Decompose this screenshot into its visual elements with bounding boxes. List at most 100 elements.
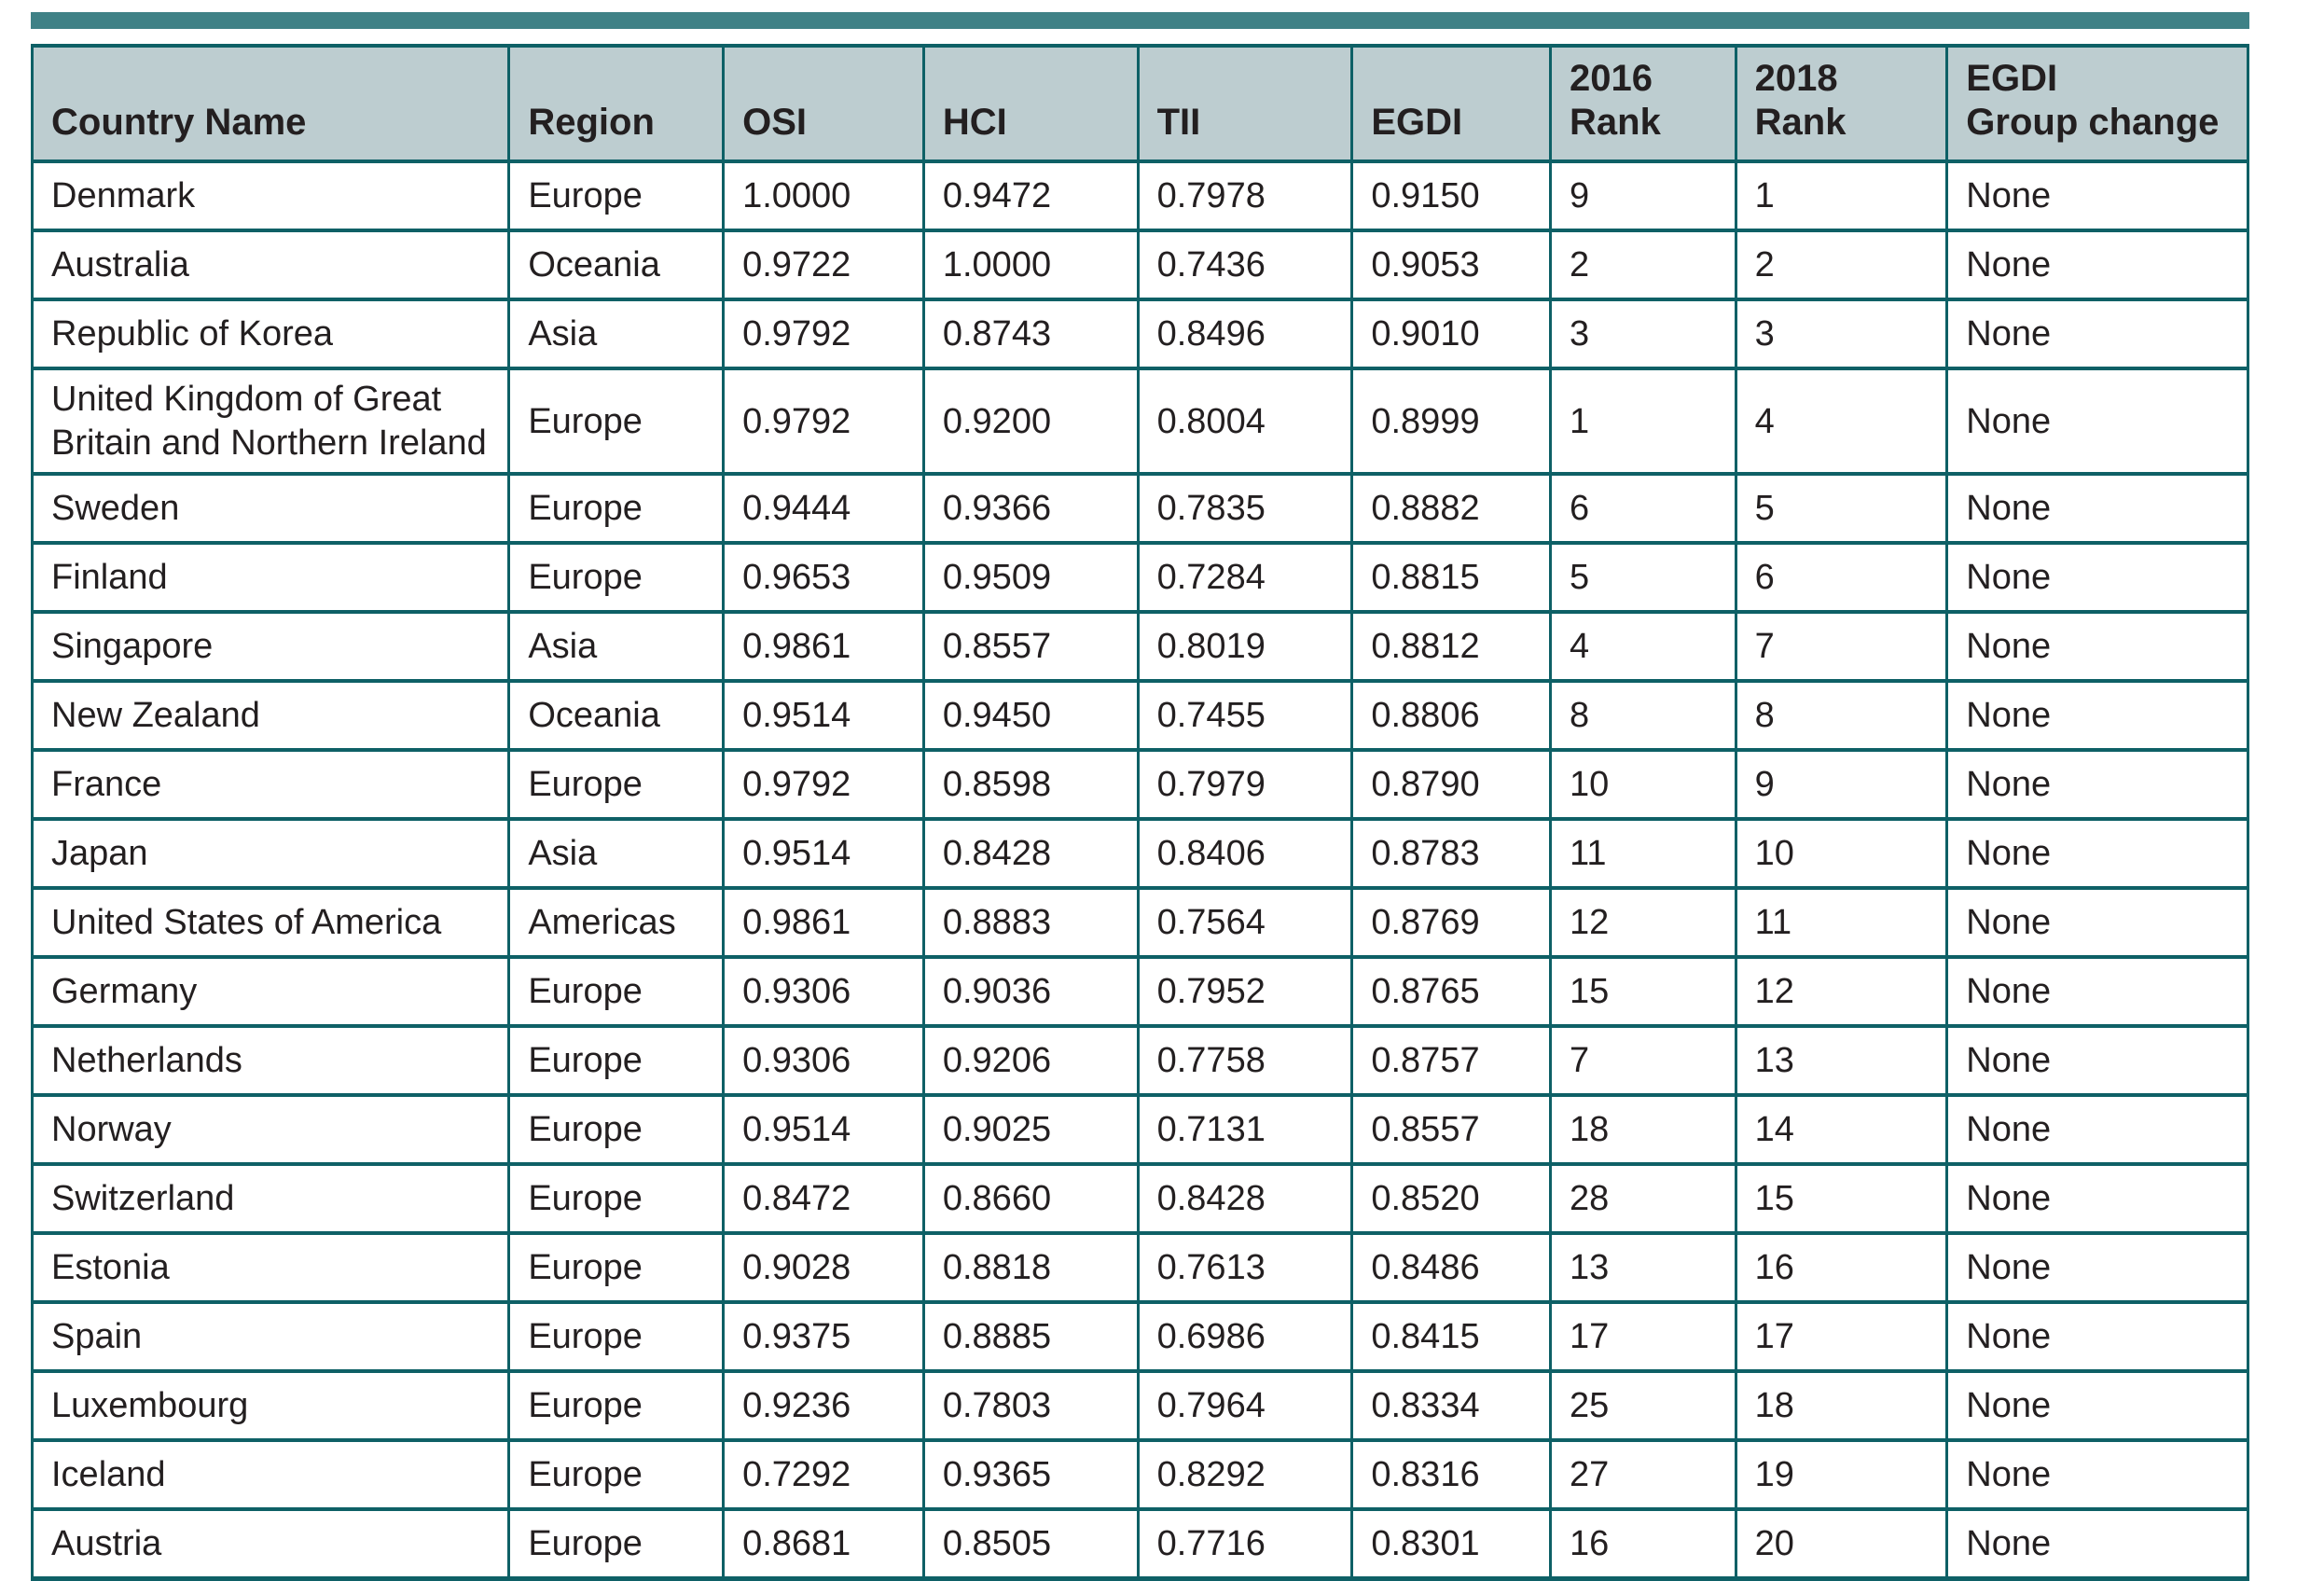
cell-hci: 0.9472 (921, 159, 1140, 233)
cell-rank2016: 12 (1549, 886, 1737, 960)
cell-rank2016: 3 (1549, 298, 1737, 371)
table-row: Singapore Asia 0.9861 0.8557 0.8019 0.8812 4 7 N… (30, 610, 2249, 684)
cell-egdi: 0.9150 (1350, 159, 1552, 233)
cell-region: Europe (507, 955, 726, 1029)
cell-tii: 0.8019 (1136, 610, 1354, 684)
cell-change: None (1945, 1024, 2249, 1098)
cell-rank2018: 5 (1734, 472, 1949, 546)
cell-rank2016: 4 (1549, 610, 1737, 684)
cell-rank2018: 17 (1734, 1300, 1949, 1374)
cell-change: None (1945, 229, 2249, 302)
column-header-hci: HCI (921, 43, 1140, 164)
cell-country: Japan (30, 817, 511, 891)
cell-tii: 0.8428 (1136, 1162, 1354, 1236)
table-row: Spain Europe 0.9375 0.8885 0.6986 0.8415 17 17 N… (30, 1300, 2249, 1374)
cell-tii: 0.7284 (1136, 541, 1354, 615)
table-row: New Zealand Oceania 0.9514 0.9450 0.7455 0.88… (30, 679, 2249, 753)
cell-osi: 0.9514 (722, 817, 925, 891)
cell-country: Spain (30, 1300, 511, 1374)
cell-egdi: 0.8486 (1350, 1231, 1552, 1305)
cell-rank2018: 13 (1734, 1024, 1949, 1098)
cell-rank2016: 17 (1549, 1300, 1737, 1374)
cell-tii: 0.7716 (1136, 1507, 1354, 1581)
cell-tii: 0.7964 (1136, 1369, 1354, 1443)
cell-rank2018: 12 (1734, 955, 1949, 1029)
cell-rank2016: 11 (1549, 817, 1737, 891)
cell-hci: 0.8598 (921, 748, 1140, 822)
cell-rank2018: 6 (1734, 541, 1949, 615)
cell-osi: 0.7292 (722, 1438, 925, 1512)
column-header-region: Region (507, 43, 726, 164)
cell-country: Luxembourg (30, 1369, 511, 1443)
cell-rank2018: 9 (1734, 748, 1949, 822)
cell-change: None (1945, 1438, 2249, 1512)
cell-egdi: 0.8812 (1350, 610, 1552, 684)
cell-country: Norway (30, 1093, 511, 1167)
cell-osi: 0.9792 (722, 367, 925, 477)
cell-change: None (1945, 817, 2249, 891)
cell-tii: 0.8496 (1136, 298, 1354, 371)
cell-rank2018: 18 (1734, 1369, 1949, 1443)
cell-country: United States of America (30, 886, 511, 960)
cell-rank2018: 19 (1734, 1438, 1949, 1512)
cell-country: Republic of Korea (30, 298, 511, 371)
cell-change: None (1945, 1162, 2249, 1236)
cell-rank2016: 8 (1549, 679, 1737, 753)
cell-hci: 0.9509 (921, 541, 1140, 615)
cell-country: United Kingdom of Great Britain and Nort… (30, 367, 511, 477)
cell-osi: 0.9444 (722, 472, 925, 546)
cell-tii: 0.8004 (1136, 367, 1354, 477)
cell-change: None (1945, 541, 2249, 615)
cell-region: Europe (507, 1024, 726, 1098)
cell-region: Asia (507, 610, 726, 684)
cell-egdi: 0.8757 (1350, 1024, 1552, 1098)
cell-country: Singapore (30, 610, 511, 684)
cell-region: Oceania (507, 679, 726, 753)
column-header-egdi: EGDI (1350, 43, 1552, 164)
cell-region: Oceania (507, 229, 726, 302)
cell-tii: 0.7979 (1136, 748, 1354, 822)
cell-change: None (1945, 886, 2249, 960)
cell-country: Finland (30, 541, 511, 615)
cell-hci: 0.8883 (921, 886, 1140, 960)
cell-rank2018: 16 (1734, 1231, 1949, 1305)
cell-region: Europe (507, 472, 726, 546)
cell-rank2016: 27 (1549, 1438, 1737, 1512)
cell-tii: 0.7455 (1136, 679, 1354, 753)
cell-hci: 0.9365 (921, 1438, 1140, 1512)
cell-change: None (1945, 159, 2249, 233)
cell-hci: 1.0000 (921, 229, 1140, 302)
cell-egdi: 0.8557 (1350, 1093, 1552, 1167)
table-body: Denmark Europe 1.0000 0.9472 0.7978 0.9150 9 1 N… (30, 159, 2249, 1581)
cell-region: Europe (507, 1438, 726, 1512)
cell-egdi: 0.8999 (1350, 367, 1552, 477)
cell-osi: 0.9861 (722, 886, 925, 960)
cell-change: None (1945, 1507, 2249, 1581)
cell-osi: 1.0000 (722, 159, 925, 233)
cell-rank2018: 2 (1734, 229, 1949, 302)
table-row: Japan Asia 0.9514 0.8428 0.8406 0.8783 11 10 Non… (30, 817, 2249, 891)
table-row: Republic of Korea Asia 0.9792 0.8743 0.8496 0… (30, 298, 2249, 371)
cell-region: Europe (507, 1507, 726, 1581)
cell-hci: 0.9450 (921, 679, 1140, 753)
cell-change: None (1945, 610, 2249, 684)
cell-rank2018: 15 (1734, 1162, 1949, 1236)
cell-tii: 0.7131 (1136, 1093, 1354, 1167)
cell-osi: 0.8681 (722, 1507, 925, 1581)
table-row: Austria Europe 0.8681 0.8505 0.7716 0.8301 16 2… (30, 1507, 2249, 1581)
cell-change: None (1945, 748, 2249, 822)
cell-osi: 0.9306 (722, 955, 925, 1029)
table-header: Country Name Region OSI HCI TII EGDI 2016 Rank… (30, 43, 2249, 164)
cell-change: None (1945, 955, 2249, 1029)
column-header-rank2018: 2018 Rank (1734, 43, 1949, 164)
cell-hci: 0.8818 (921, 1231, 1140, 1305)
cell-country: Denmark (30, 159, 511, 233)
cell-country: Switzerland (30, 1162, 511, 1236)
cell-region: Europe (507, 1231, 726, 1305)
column-header-osi: OSI (722, 43, 925, 164)
cell-tii: 0.7978 (1136, 159, 1354, 233)
cell-tii: 0.7835 (1136, 472, 1354, 546)
column-header-tii: TII (1136, 43, 1354, 164)
cell-egdi: 0.8815 (1350, 541, 1552, 615)
